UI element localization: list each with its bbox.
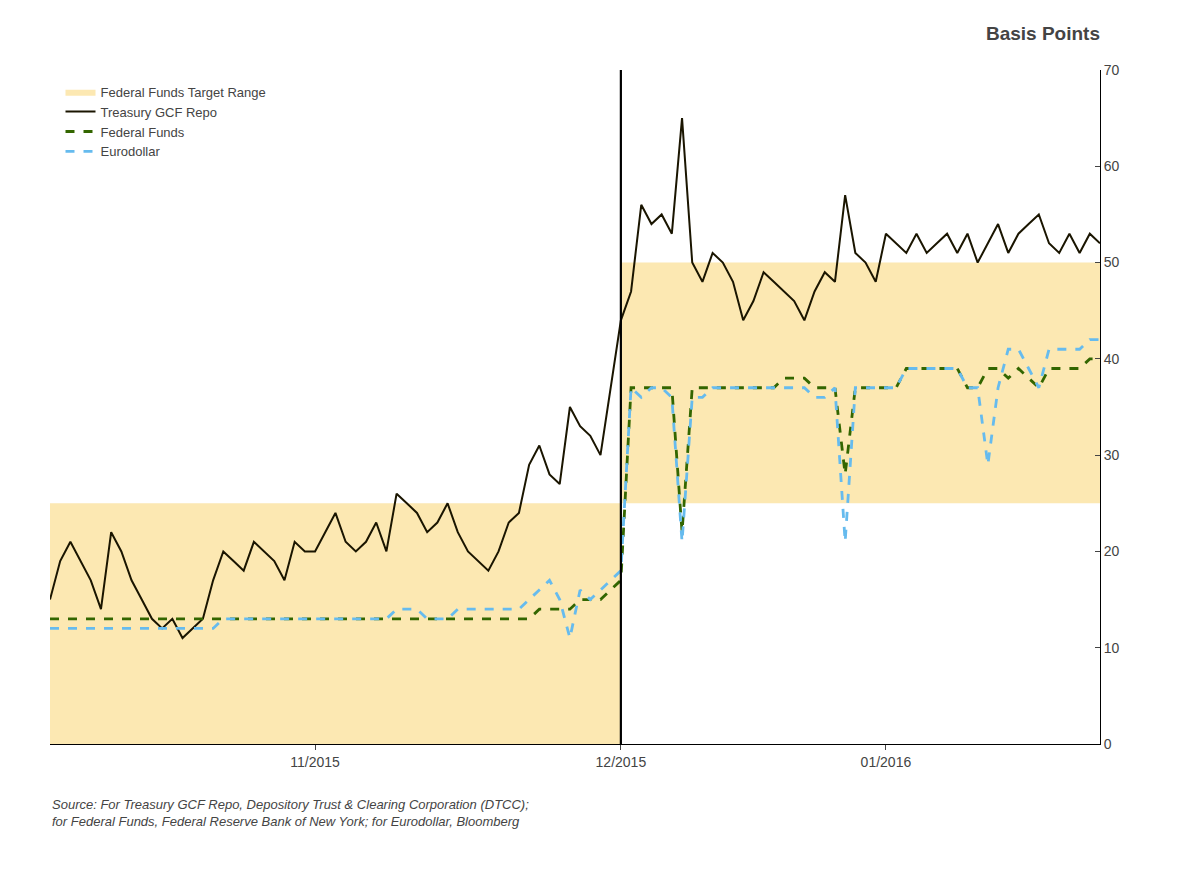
svg-text:20: 20 xyxy=(1104,543,1120,559)
svg-text:Federal Funds: Federal Funds xyxy=(101,125,185,140)
svg-text:Basis Points: Basis Points xyxy=(986,23,1100,44)
svg-text:0: 0 xyxy=(1104,736,1112,752)
svg-text:01/2016: 01/2016 xyxy=(861,754,912,770)
svg-text:Federal Funds Target Range: Federal Funds Target Range xyxy=(101,85,266,100)
svg-text:30: 30 xyxy=(1104,447,1120,463)
svg-text:11/2015: 11/2015 xyxy=(290,754,340,770)
svg-text:Treasury GCF Repo: Treasury GCF Repo xyxy=(101,105,218,120)
svg-text:60: 60 xyxy=(1104,158,1120,174)
svg-text:Eurodollar: Eurodollar xyxy=(101,144,161,159)
svg-text:Source: For Treasury GCF Repo,: Source: For Treasury GCF Repo, Depositor… xyxy=(52,797,529,829)
svg-text:70: 70 xyxy=(1104,62,1120,78)
svg-text:12/2015: 12/2015 xyxy=(596,754,647,770)
svg-text:40: 40 xyxy=(1104,351,1120,367)
svg-text:10: 10 xyxy=(1104,640,1120,656)
svg-text:50: 50 xyxy=(1104,254,1120,270)
